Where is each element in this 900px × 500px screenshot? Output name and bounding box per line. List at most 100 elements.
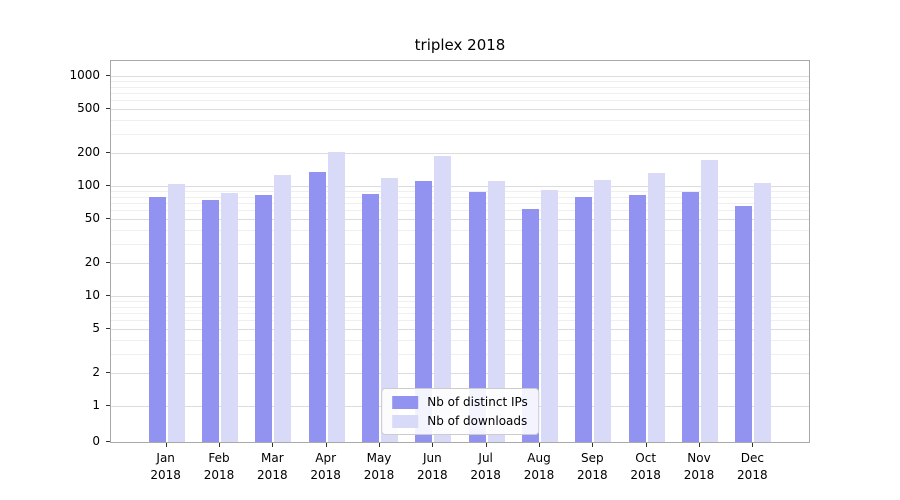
gridline-minor (111, 81, 809, 83)
bar-nb-of-distinct-ips (148, 196, 166, 442)
y-tick-mark (106, 151, 110, 153)
gridline-minor (111, 196, 809, 198)
y-tick-mark (106, 295, 110, 296)
legend-swatch-downloads (392, 414, 419, 428)
gridline-minor (111, 210, 809, 212)
x-tick-label: Nov 2018 (683, 451, 715, 482)
x-tick-label: Dec 2018 (737, 451, 768, 482)
bar-nb-of-downloads (274, 175, 292, 442)
x-tick-mark (752, 443, 754, 447)
x-tick-label: Aug 2018 (523, 451, 555, 482)
gridline-minor (111, 243, 809, 245)
gridline-minor (111, 203, 809, 205)
y-tick-label: 200 (77, 144, 100, 159)
legend-item-downloads: Nb of downloads (392, 414, 528, 428)
y-tick-mark (106, 218, 110, 220)
bar-nb-of-downloads (327, 151, 345, 442)
gridline-minor (111, 306, 809, 308)
gridline-major (111, 262, 809, 264)
bars-layer (111, 61, 809, 442)
gridline-minor (111, 119, 809, 121)
bar-nb-of-distinct-ips (308, 171, 326, 442)
y-tick-label: 1000 (69, 68, 100, 82)
x-tick-label: Jul 2018 (470, 451, 501, 482)
y-tick-label: 10 (84, 288, 100, 302)
chart-title: triplex 2018 (414, 36, 506, 54)
bar-nb-of-downloads (647, 173, 665, 442)
x-tick-label: Sep 2018 (577, 451, 608, 482)
bar-nb-of-downloads (434, 155, 452, 442)
legend-swatch-distinct-ips (392, 395, 419, 409)
bar-nb-of-distinct-ips (628, 194, 646, 442)
y-tick-mark (106, 441, 110, 442)
x-tick-label: Mar 2018 (257, 451, 288, 482)
gridline-major (111, 219, 809, 221)
y-tick-label: 0 (92, 434, 100, 448)
bar-nb-of-downloads (754, 183, 772, 442)
y-axis: 0 1 2 5 10 20 50 100 200 500 1000 (0, 60, 104, 448)
y-tick-mark (106, 185, 110, 186)
y-tick-label: 20 (84, 254, 100, 269)
bar-nb-of-downloads (167, 183, 185, 442)
plot-area: Nb of distinct IPs Nb of downloads (110, 60, 810, 443)
x-tick-mark (699, 443, 700, 447)
x-tick-label: Oct 2018 (630, 451, 661, 482)
x-tick-label: Feb 2018 (203, 451, 235, 482)
x-tick-mark (432, 443, 434, 447)
gridline-major (111, 186, 809, 187)
legend-label-distinct-ips: Nb of distinct IPs (427, 395, 528, 409)
y-tick-label: 2 (92, 364, 100, 379)
y-tick-label: 100 (77, 178, 100, 192)
gridline-minor (111, 133, 809, 135)
bar-nb-of-distinct-ips (415, 181, 433, 442)
bar-nb-of-downloads (221, 192, 238, 442)
y-tick-mark (106, 108, 110, 110)
x-tick-mark (379, 443, 380, 447)
x-tick-mark (165, 443, 167, 447)
legend: Nb of distinct IPs Nb of downloads (381, 388, 539, 435)
bar-nb-of-distinct-ips (522, 208, 539, 442)
gridline-major (111, 76, 809, 77)
gridline-minor (111, 313, 809, 315)
gridline-minor (111, 100, 809, 102)
x-tick-mark (272, 443, 274, 447)
bar-nb-of-downloads (541, 189, 558, 442)
y-tick-label: 500 (77, 101, 100, 116)
bar-nb-of-downloads (701, 160, 718, 442)
x-tick-label: Jun 2018 (417, 451, 448, 482)
bar-nb-of-downloads (487, 181, 505, 442)
bar-nb-of-distinct-ips (575, 197, 593, 442)
gridline-major (111, 329, 809, 331)
x-tick-label: May 2018 (363, 451, 395, 482)
y-tick-label: 50 (84, 211, 100, 226)
x-tick-label: Jan 2018 (150, 451, 181, 482)
gridline-major (111, 296, 809, 297)
y-tick-label: 5 (92, 321, 100, 336)
gridline-minor (111, 320, 809, 322)
gridline-major (111, 109, 809, 111)
x-tick-mark (485, 443, 487, 447)
y-tick-mark (106, 75, 110, 76)
legend-item-distinct-ips: Nb of distinct IPs (392, 395, 528, 409)
y-tick-mark (106, 371, 110, 373)
y-tick-mark (106, 261, 110, 263)
gridline-minor (111, 229, 809, 231)
legend-label-downloads: Nb of downloads (427, 414, 528, 428)
bar-nb-of-distinct-ips (362, 194, 379, 442)
bar-nb-of-downloads (381, 178, 398, 442)
x-tick-mark (645, 443, 647, 447)
bar-nb-of-distinct-ips (682, 191, 699, 442)
bar-nb-of-distinct-ips (202, 199, 219, 442)
y-tick-mark (106, 328, 110, 330)
gridline-minor (111, 301, 809, 303)
x-tick-mark (539, 443, 540, 447)
bar-nb-of-distinct-ips (468, 191, 486, 442)
x-tick-mark (219, 443, 220, 447)
gridline-minor (111, 93, 809, 95)
gridline-minor (111, 86, 809, 88)
y-tick-label: 1 (92, 398, 100, 412)
gridline-minor (111, 191, 809, 193)
x-tick-label: Apr 2018 (310, 451, 341, 482)
bar-nb-of-distinct-ips (735, 205, 753, 442)
